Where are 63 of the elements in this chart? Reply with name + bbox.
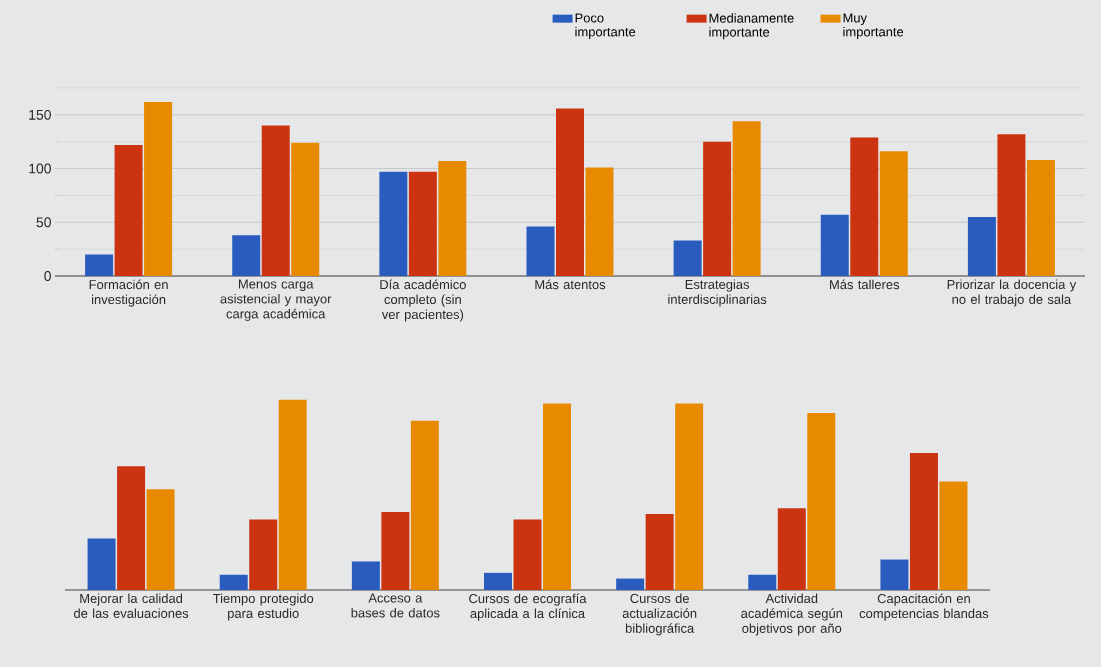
bar [543, 403, 572, 590]
bar [85, 254, 114, 276]
bar [408, 171, 437, 276]
bar [675, 403, 704, 590]
bar [410, 420, 439, 590]
x-tick-label: Actividad académica según objetivos por año [741, 593, 843, 636]
bar [585, 167, 614, 276]
x-tick-label: Más talleres [830, 279, 900, 290]
bar [880, 559, 909, 590]
bar [1026, 159, 1055, 276]
bar [291, 142, 320, 276]
bar [703, 141, 732, 276]
y-tick-label: 0 [44, 271, 51, 281]
bar [351, 561, 380, 590]
bar [997, 134, 1026, 276]
bar [438, 161, 467, 276]
bar [967, 216, 996, 276]
bar [939, 481, 968, 590]
legend-label: Poco importante [575, 13, 636, 39]
bar [146, 489, 175, 590]
bar [879, 151, 908, 276]
bar [232, 235, 261, 276]
bar [748, 574, 777, 590]
bar [807, 413, 836, 590]
x-tick-label: Tiempo protegido para estudio [213, 593, 314, 621]
x-tick-label: Capacitación en competencias blandas [859, 593, 989, 621]
bar [673, 240, 702, 276]
x-tick-label: Más atentos [535, 279, 606, 290]
x-tick-label: Mejorar la calidad de las evaluaciones [74, 593, 189, 618]
y-tick-label: 150 [29, 109, 51, 120]
bar [616, 578, 645, 590]
bar [117, 466, 146, 590]
bar [850, 137, 879, 276]
x-tick-label: Formación en investigación [89, 279, 168, 307]
legend-label: Medianamente importante [709, 13, 794, 40]
bar [249, 519, 278, 590]
bar [87, 538, 116, 590]
bar [278, 399, 307, 590]
bar [555, 108, 584, 276]
bar [219, 574, 248, 590]
bar [381, 511, 410, 590]
x-tick-label: Menos carga asistencial y mayor carga académica [220, 279, 332, 321]
bar [645, 513, 674, 590]
legend-label: Muy importante [843, 13, 904, 39]
x-tick-label: Cursos de ecografía aplicada a la clínica [469, 593, 587, 621]
y-tick-label: 50 [36, 217, 51, 228]
bar [909, 453, 938, 590]
x-tick-label: Acceso a bases de datos [351, 593, 440, 618]
bar [526, 226, 555, 276]
x-tick-label: Estrategias interdisciplinarias [668, 279, 767, 307]
bar [820, 214, 849, 276]
bar [379, 171, 408, 276]
x-tick-label: Día académico completo (sin ver pacientes) [380, 279, 466, 322]
bar [144, 101, 173, 276]
bar [777, 508, 806, 590]
bar [261, 125, 290, 276]
y-tick-label: 100 [29, 163, 51, 174]
bar [732, 121, 761, 276]
bar [114, 144, 143, 276]
bar [513, 519, 542, 590]
bar [484, 572, 513, 590]
x-tick-label: Priorizar la docencia y no el trabajo de sala [947, 279, 1077, 307]
x-tick-label: Cursos de actualización bibliográfica [622, 593, 697, 636]
